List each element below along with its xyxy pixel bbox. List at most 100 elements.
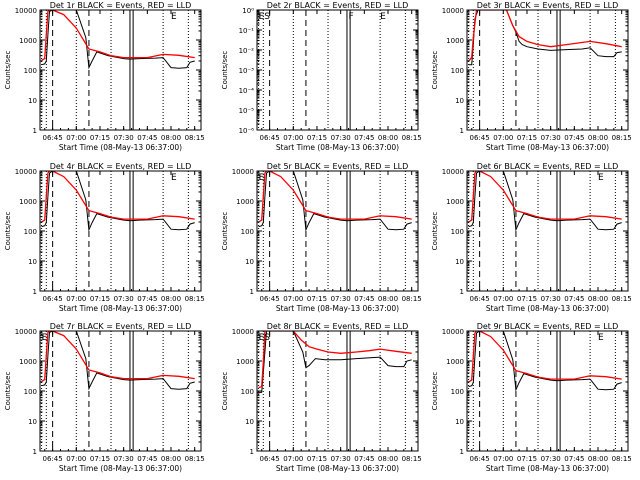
panel-3: Det 3r BLACK = Events, RED = LLD Counts/s… bbox=[431, 1, 632, 152]
y-tick-label: 100 bbox=[451, 228, 464, 236]
y-tick-label: 1 bbox=[33, 127, 37, 135]
x-tick-label: 08:15 bbox=[612, 295, 632, 303]
plot-frame bbox=[466, 170, 629, 292]
annotation-label: F bbox=[349, 12, 354, 22]
x-axis-label: Start Time (08-May-13 06:37:00) bbox=[486, 304, 609, 313]
series-line-lld bbox=[41, 10, 195, 61]
series-line-events bbox=[41, 331, 195, 391]
annotation-label: E bbox=[171, 12, 177, 22]
x-tick-label: 07:45 bbox=[137, 134, 157, 142]
series-line-events bbox=[41, 10, 195, 70]
x-tick-label: 08:15 bbox=[185, 455, 205, 463]
y-tick-label: 1 bbox=[460, 448, 464, 456]
x-tick-label: 07:45 bbox=[354, 455, 374, 463]
x-tick-label: 07:00 bbox=[66, 295, 86, 303]
annotation-label: E bbox=[598, 333, 604, 343]
y-tick-label: 1000 bbox=[446, 358, 464, 366]
x-tick-label: 07:00 bbox=[493, 295, 513, 303]
series-group bbox=[41, 10, 195, 70]
chart-title: Det 7r BLACK = Events, RED = LLD bbox=[50, 322, 192, 331]
series-line-lld bbox=[468, 171, 622, 223]
marker-lines bbox=[468, 10, 616, 130]
plot-frame bbox=[256, 170, 419, 292]
series-group bbox=[258, 331, 412, 393]
x-tick-label: 07:15 bbox=[307, 134, 327, 142]
y-tick-label: 10⁻² bbox=[239, 47, 255, 55]
series-line-events bbox=[41, 171, 195, 232]
x-tick-label: 07:45 bbox=[564, 295, 584, 303]
y-tick-label: 10000 bbox=[442, 328, 464, 336]
annotation-label: ES bbox=[259, 333, 271, 343]
y-axis-label: Counts/sec bbox=[431, 372, 439, 411]
x-tick-label: 06:45 bbox=[470, 455, 490, 463]
x-tick-label: 07:15 bbox=[517, 455, 537, 463]
x-tick-label: 06:45 bbox=[260, 134, 280, 142]
x-tick-label: 07:00 bbox=[283, 134, 303, 142]
x-tick-label: 07:15 bbox=[517, 295, 537, 303]
y-tick-label: 100 bbox=[24, 67, 37, 75]
panel-4: Det 4r BLACK = Events, RED = LLD Counts/s… bbox=[4, 162, 205, 313]
series-line-lld bbox=[41, 331, 195, 382]
y-tick-label: 10000 bbox=[442, 7, 464, 15]
x-tick-label: 07:00 bbox=[283, 455, 303, 463]
x-tick-label: 07:30 bbox=[541, 134, 561, 142]
x-tick-label: 07:30 bbox=[114, 455, 134, 463]
x-tick-label: 07:00 bbox=[66, 455, 86, 463]
chart-title: Det 9r BLACK = Events, RED = LLD bbox=[477, 322, 619, 331]
panel-8: Det 8r BLACK = Events, RED = LLD Counts/s… bbox=[221, 322, 422, 473]
y-tick-label: 1 bbox=[33, 288, 37, 296]
x-tick-label: 08:15 bbox=[185, 295, 205, 303]
annotation-label: E bbox=[259, 173, 265, 183]
marker-lines bbox=[41, 10, 189, 130]
y-tick-label: 10000 bbox=[232, 168, 254, 176]
chart-title: Det 4r BLACK = Events, RED = LLD bbox=[50, 162, 192, 171]
x-tick-label: 07:45 bbox=[137, 295, 157, 303]
chart-title: Det 5r BLACK = Events, RED = LLD bbox=[267, 162, 409, 171]
marker-lines bbox=[468, 331, 616, 451]
x-tick-label: 07:00 bbox=[283, 295, 303, 303]
marker-lines bbox=[41, 171, 189, 291]
x-tick-label: 07:45 bbox=[137, 455, 157, 463]
y-tick-label: 100 bbox=[451, 67, 464, 75]
series-line-events bbox=[258, 331, 412, 393]
x-axis-label: Start Time (08-May-13 06:37:00) bbox=[276, 143, 399, 152]
y-tick-label: 10⁻⁶ bbox=[239, 127, 255, 135]
annotation-label: E bbox=[42, 333, 48, 343]
y-tick-label: 10000 bbox=[15, 328, 37, 336]
x-tick-label: 07:00 bbox=[493, 455, 513, 463]
x-tick-label: 06:45 bbox=[260, 455, 280, 463]
chart-title: Det 6r BLACK = Events, RED = LLD bbox=[477, 162, 619, 171]
y-axis-label: Counts/sec bbox=[221, 372, 229, 411]
x-axis-label: Start Time (08-May-13 06:37:00) bbox=[59, 304, 182, 313]
plot-frame bbox=[39, 9, 202, 131]
x-tick-label: 07:15 bbox=[307, 455, 327, 463]
x-tick-label: 06:45 bbox=[470, 134, 490, 142]
x-tick-label: 06:45 bbox=[43, 455, 63, 463]
series-line-events bbox=[258, 171, 412, 232]
x-tick-label: 07:45 bbox=[564, 455, 584, 463]
x-tick-label: 07:15 bbox=[307, 295, 327, 303]
panel-7: Det 7r BLACK = Events, RED = LLD Counts/s… bbox=[4, 322, 205, 473]
x-tick-label: 08:00 bbox=[161, 295, 181, 303]
y-axis-label: Counts/sec bbox=[431, 51, 439, 90]
x-axis-label: Start Time (08-May-13 06:37:00) bbox=[486, 464, 609, 473]
y-tick-label: 10 bbox=[245, 258, 254, 266]
panel-6: Det 6r BLACK = Events, RED = LLD Counts/s… bbox=[431, 162, 632, 313]
y-tick-label: 10⁻⁴ bbox=[239, 87, 255, 95]
x-tick-label: 08:00 bbox=[588, 295, 608, 303]
x-tick-label: 08:00 bbox=[378, 455, 398, 463]
y-tick-label: 10 bbox=[28, 418, 37, 426]
x-tick-label: 08:15 bbox=[612, 134, 632, 142]
y-tick-label: 100 bbox=[241, 228, 254, 236]
annotation-label: E bbox=[598, 173, 604, 183]
x-tick-label: 06:45 bbox=[470, 295, 490, 303]
chart-title: Det 8r BLACK = Events, RED = LLD bbox=[267, 322, 409, 331]
x-tick-label: 07:15 bbox=[90, 295, 110, 303]
x-tick-label: 07:30 bbox=[331, 134, 351, 142]
x-tick-label: 07:30 bbox=[541, 295, 561, 303]
series-group bbox=[41, 331, 195, 391]
y-tick-label: 1000 bbox=[446, 198, 464, 206]
y-tick-label: 100 bbox=[241, 388, 254, 396]
series-group bbox=[468, 10, 622, 66]
y-tick-label: 10 bbox=[455, 97, 464, 105]
